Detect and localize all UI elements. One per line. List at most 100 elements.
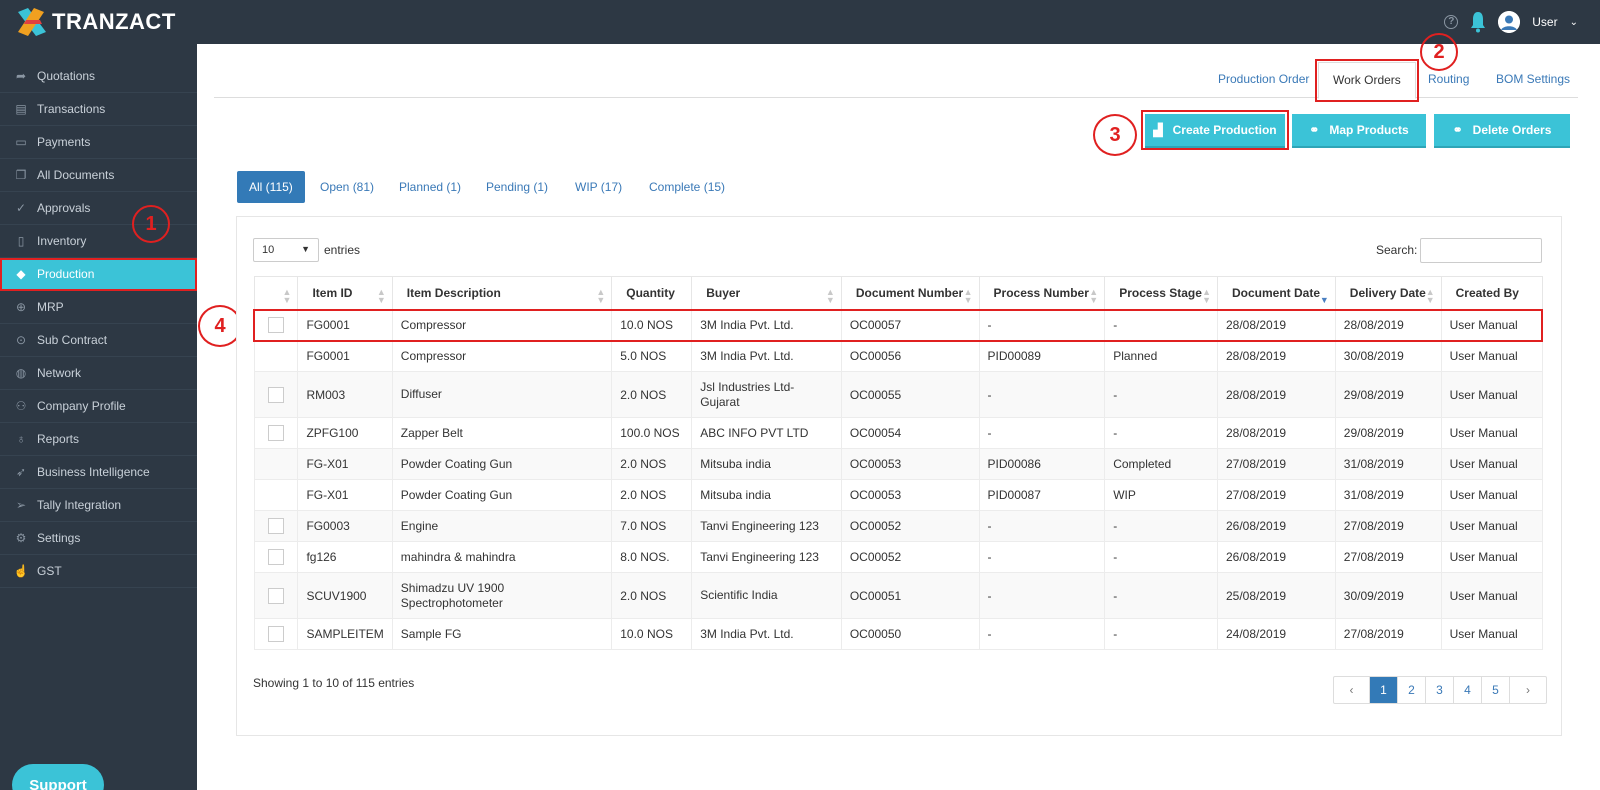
sidebar-item-network[interactable]: ◍ Network xyxy=(0,357,197,390)
support-button[interactable]: Support xyxy=(12,764,104,790)
row-checkbox[interactable] xyxy=(267,425,284,441)
pagination-prev-button[interactable]: ‹ xyxy=(1334,677,1370,703)
pagination-page-2[interactable]: 2 xyxy=(1398,677,1426,703)
sidebar-item-production[interactable]: ◆ Production xyxy=(0,258,197,291)
bell-icon[interactable] xyxy=(1470,11,1486,33)
filter-planned[interactable]: Planned (1) xyxy=(399,180,462,194)
sidebar-item-gst[interactable]: ☝ GST xyxy=(0,555,197,588)
filter-open[interactable]: Open (81) xyxy=(320,180,375,194)
table-row[interactable]: ZPFG100 Zapper Belt 100.0 NOS ABC INFO PVT … xyxy=(253,417,1543,449)
logo[interactable]: TRANZACT xyxy=(16,6,176,38)
column-quantity[interactable]: Quantity xyxy=(611,276,693,310)
map-products-button[interactable]: ⚭ Map Products xyxy=(1292,114,1426,146)
sidebar-item-approvals[interactable]: ✓ Approvals xyxy=(0,192,197,225)
cell-desc: Sample FG xyxy=(391,618,613,650)
row-checkbox[interactable] xyxy=(267,626,284,642)
row-select-cell xyxy=(253,618,299,650)
check-circle-icon: ✓ xyxy=(15,201,27,215)
cell-doc: OC00056 xyxy=(840,340,980,372)
cell-qty: 2.0 NOS xyxy=(611,572,693,619)
row-select-cell xyxy=(253,572,299,619)
row-checkbox[interactable] xyxy=(267,587,284,604)
sidebar-item-label: Settings xyxy=(37,531,81,545)
column-created-by[interactable]: Created By xyxy=(1440,276,1543,310)
chevron-down-icon[interactable]: ⌄ xyxy=(1569,16,1578,28)
tab-production-order[interactable]: Production Order xyxy=(1218,72,1310,86)
table-row[interactable]: FG0001 Compressor 10.0 NOS 3M India Pvt. Lt… xyxy=(253,308,1543,342)
cell-item-id: SAMPLEITEM xyxy=(297,618,393,650)
pagination-page-3[interactable]: 3 xyxy=(1426,677,1454,703)
sidebar-item-payments[interactable]: ▭ Payments xyxy=(0,126,197,159)
help-icon[interactable]: ? xyxy=(1444,15,1459,29)
row-select-cell xyxy=(253,541,299,573)
column-delivery-date[interactable]: Delivery Date ▲ ▼ xyxy=(1334,276,1442,310)
user-menu-label[interactable]: User xyxy=(1532,15,1558,29)
sidebar-item-settings[interactable]: ⚙ Settings xyxy=(0,522,197,555)
filter-wip[interactable]: WIP (17) xyxy=(575,180,623,194)
sidebar-item-tally-integration[interactable]: ➢ Tally Integration xyxy=(0,489,197,522)
sidebar-item-sub-contract[interactable]: ⊙ Sub Contract xyxy=(0,324,197,357)
cell-item-id: SCUV1900 xyxy=(297,572,393,619)
row-select-cell xyxy=(253,417,299,449)
cell-doc: OC00055 xyxy=(840,371,980,418)
cell-desc: Powder Coating Gun xyxy=(391,479,613,511)
column-document-date[interactable]: Document Date ▼ xyxy=(1216,276,1336,310)
table-row[interactable]: SCUV1900 Shimadzu UV 1900 Spectrophotomet… xyxy=(253,572,1543,619)
search-input[interactable] xyxy=(1420,238,1542,263)
pagination-next-button[interactable]: › xyxy=(1526,683,1530,697)
cell-doc: OC00052 xyxy=(840,510,980,542)
cell-doc: OC00052 xyxy=(840,541,980,573)
column-buyer[interactable]: Buyer ▲ ▼ xyxy=(691,276,842,310)
sidebar-item-inventory[interactable]: ▯ Inventory xyxy=(0,225,197,258)
create-production-button[interactable]: ▟ Create Production xyxy=(1141,110,1289,150)
cell-by: User Manual xyxy=(1440,541,1543,573)
column-select[interactable]: ▲ ▼ xyxy=(253,276,299,310)
column-process-number[interactable]: Process Number ▲ ▼ xyxy=(978,276,1106,310)
pagination-page-4[interactable]: 4 xyxy=(1454,677,1482,703)
filter-all[interactable]: All (115) xyxy=(237,171,305,203)
cell-item-id: RM003 xyxy=(297,371,393,418)
cell-doc-date: 28/08/2019 xyxy=(1216,371,1336,418)
sidebar-item-transactions[interactable]: ▤ Transactions xyxy=(0,93,197,126)
row-checkbox[interactable] xyxy=(267,386,284,403)
delete-orders-button[interactable]: ⚭ Delete Orders xyxy=(1434,114,1570,146)
table-row[interactable]: FG0001 Compressor 5.0 NOS 3M India Pvt. Ltd… xyxy=(253,340,1543,372)
cell-doc-date: 26/08/2019 xyxy=(1216,541,1336,573)
column-process-stage[interactable]: Process Stage ▲ ▼ xyxy=(1104,276,1218,310)
column-item-id[interactable]: Item ID ▲ ▼ xyxy=(297,276,393,310)
cell-qty: 10.0 NOS xyxy=(611,308,693,342)
table-row[interactable]: RM003 Diffuser 2.0 NOS Jsl Industries Ltd-G… xyxy=(253,371,1543,418)
row-checkbox[interactable] xyxy=(267,518,284,534)
tab-work-orders[interactable]: Work Orders xyxy=(1315,59,1419,102)
row-checkbox[interactable] xyxy=(268,317,285,333)
sidebar-item-company-profile[interactable]: ⚇ Company Profile xyxy=(0,390,197,423)
table-row[interactable]: FG-X01 Powder Coating Gun 2.0 NOS Mitsuba i… xyxy=(253,479,1543,511)
cell-desc: Engine xyxy=(391,510,613,542)
sidebar-item-all-documents[interactable]: ❐ All Documents xyxy=(0,159,197,192)
column-document-number[interactable]: Document Number ▲ ▼ xyxy=(840,276,980,310)
sidebar-item-business-intelligence[interactable]: ➶ Business Intelligence xyxy=(0,456,197,489)
annotation-1: 1 xyxy=(132,205,170,243)
table-row[interactable]: fg126 mahindra & mahindra 8.0 NOS. Tanvi En… xyxy=(253,541,1543,573)
cell-doc-date: 28/08/2019 xyxy=(1216,417,1336,449)
cell-doc-date: 24/08/2019 xyxy=(1216,618,1336,650)
filter-complete[interactable]: Complete (15) xyxy=(649,180,726,194)
pagination-page-1[interactable]: 1 xyxy=(1370,677,1398,703)
cell-buyer: Jsl Industries Ltd-Gujarat xyxy=(691,371,842,418)
table-row[interactable]: FG0003 Engine 7.0 NOS Tanvi Engineering 123… xyxy=(253,510,1543,542)
sidebar-item-reports[interactable]: ♁ Reports xyxy=(0,423,197,456)
sidebar-item-mrp[interactable]: ⊕ MRP xyxy=(0,291,197,324)
avatar[interactable] xyxy=(1498,11,1521,33)
tab-routing[interactable]: Routing xyxy=(1428,72,1470,86)
table-header-row: ▲ ▼ Item ID ▲ ▼ Item Description ▲ ▼ Quantity… xyxy=(253,276,1543,310)
table-row[interactable]: SAMPLEITEM Sample FG 10.0 NOS 3M India Pvt.… xyxy=(253,618,1543,650)
sidebar-item-quotations[interactable]: ➦ Quotations xyxy=(0,60,197,93)
sort-icon: ▲ ▼ xyxy=(825,287,835,305)
column-item-description[interactable]: Item Description ▲ ▼ xyxy=(391,276,613,310)
table-row[interactable]: FG-X01 Powder Coating Gun 2.0 NOS Mitsuba i… xyxy=(253,448,1543,480)
row-checkbox[interactable] xyxy=(267,549,284,565)
page-size-select[interactable]: 10 ▼ xyxy=(253,238,319,262)
filter-pending[interactable]: Pending (1) xyxy=(486,180,549,194)
tab-bom-settings[interactable]: BOM Settings xyxy=(1496,72,1571,86)
pagination-page-5[interactable]: 5 xyxy=(1482,677,1510,703)
